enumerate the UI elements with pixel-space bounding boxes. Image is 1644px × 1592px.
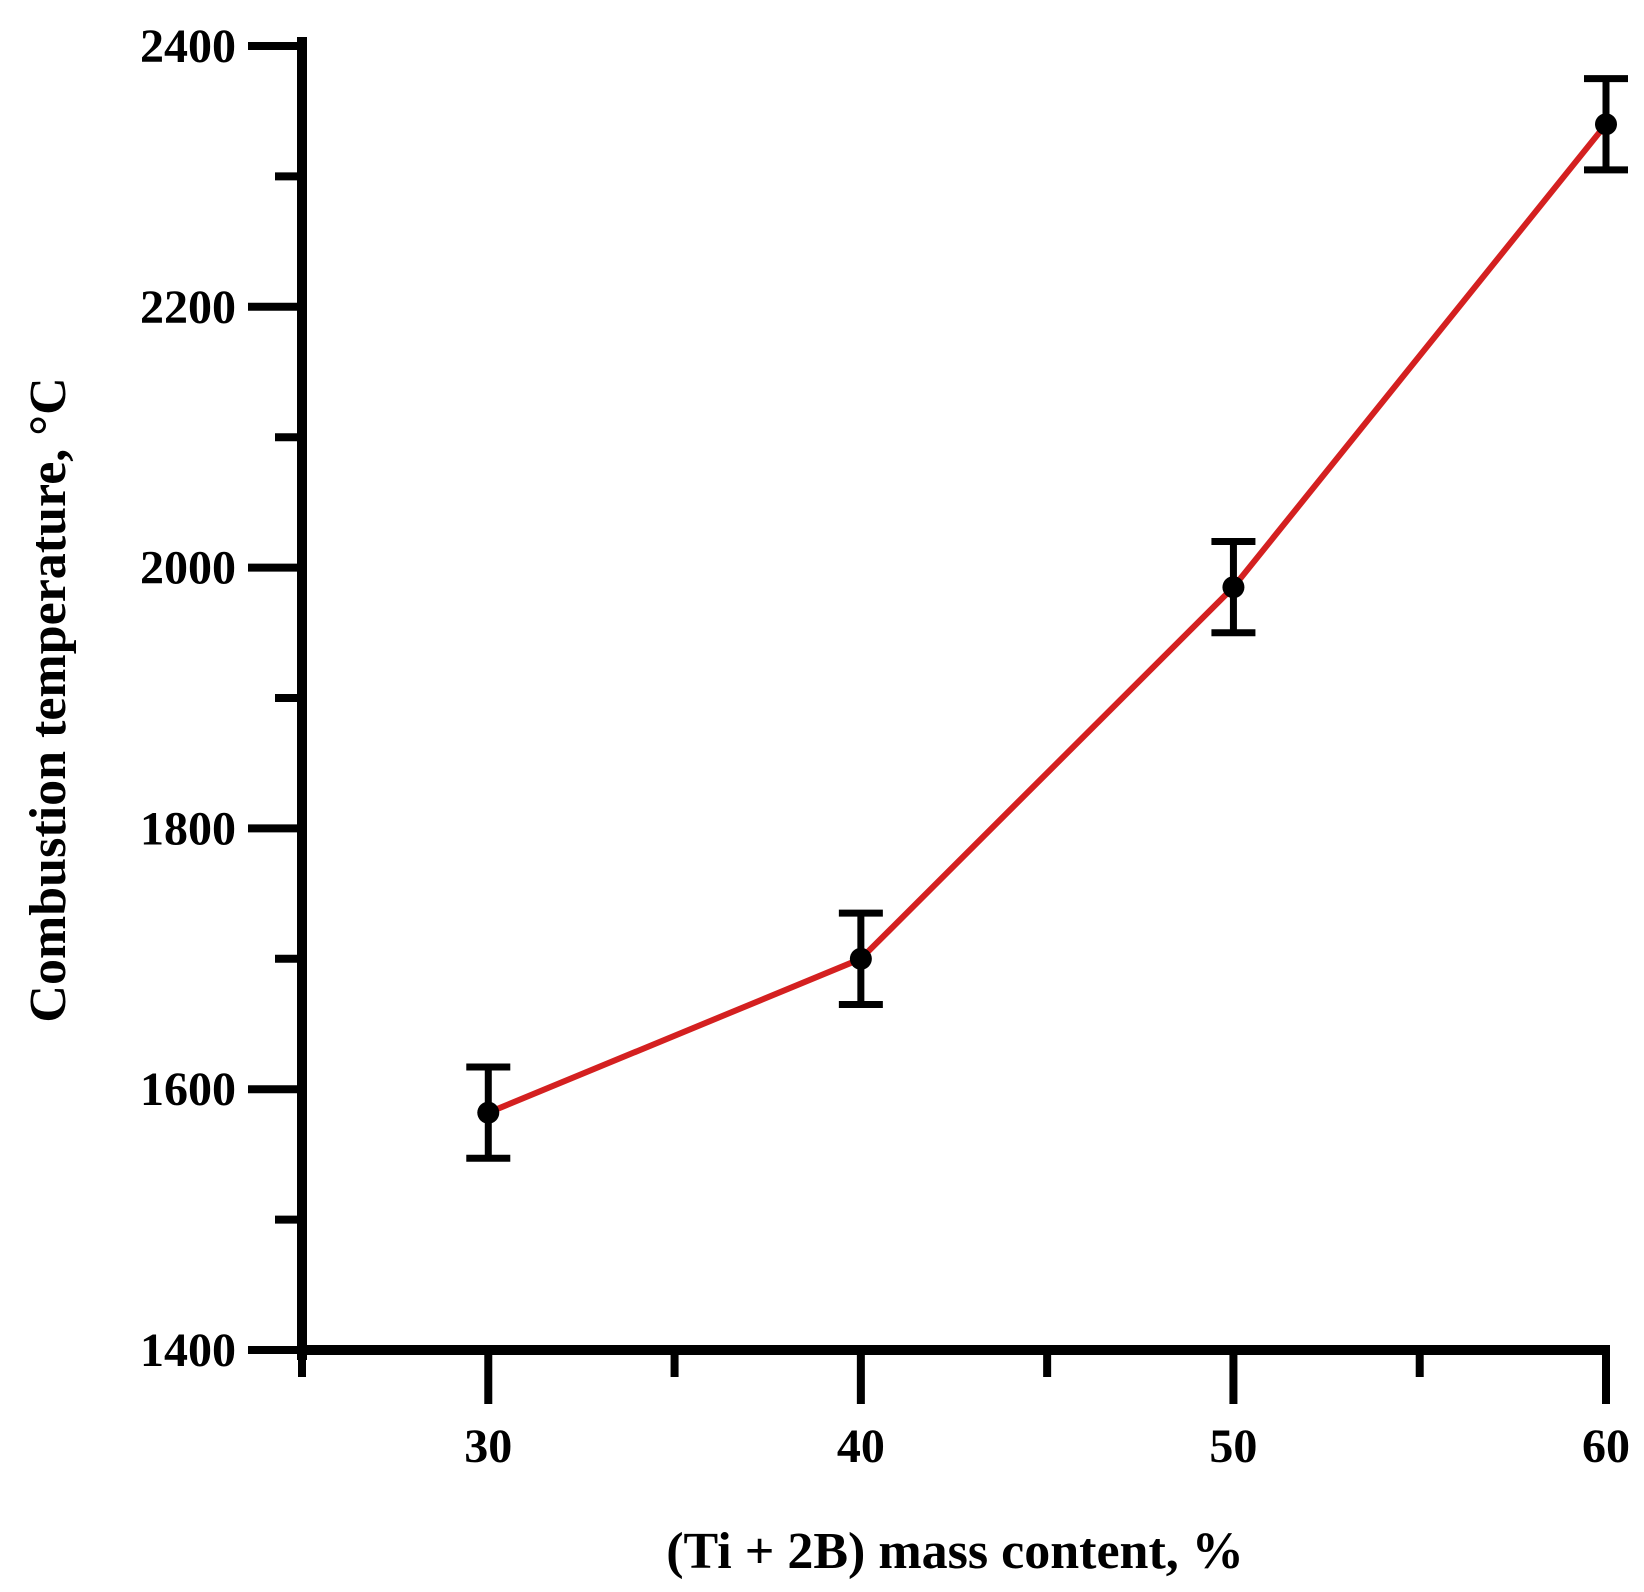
- x-ticks: [298, 1350, 1610, 1404]
- data-point: [1595, 113, 1617, 136]
- plot-area: [466, 75, 1628, 1162]
- data-point: [849, 947, 872, 970]
- y-ticks: [248, 42, 302, 1354]
- y-tick-labels: 1400 1600 1800 2000 2200 2400: [140, 20, 236, 1377]
- y-tick-label: 2400: [140, 20, 236, 73]
- y-tick-label: 1800: [140, 802, 236, 855]
- x-tick-label: 40: [837, 1420, 885, 1473]
- series-line: [487, 122, 1609, 1116]
- x-tick-label: 30: [464, 1420, 512, 1473]
- x-tick-labels: 30 40 50 60: [464, 1420, 1630, 1473]
- x-tick-label: 60: [1582, 1420, 1630, 1473]
- y-tick-label: 1400: [140, 1324, 236, 1377]
- y-tick-label: 1600: [140, 1063, 236, 1116]
- x-tick-label: 50: [1209, 1420, 1257, 1473]
- data-point: [1222, 576, 1245, 599]
- y-tick-label: 2200: [140, 281, 236, 334]
- data-point: [477, 1101, 500, 1124]
- x-axis-title: (Ti + 2B) mass content, %: [666, 1523, 1244, 1580]
- y-axis-title: Combustion temperature, °C: [20, 377, 77, 1022]
- y-tick-label: 2000: [140, 542, 236, 595]
